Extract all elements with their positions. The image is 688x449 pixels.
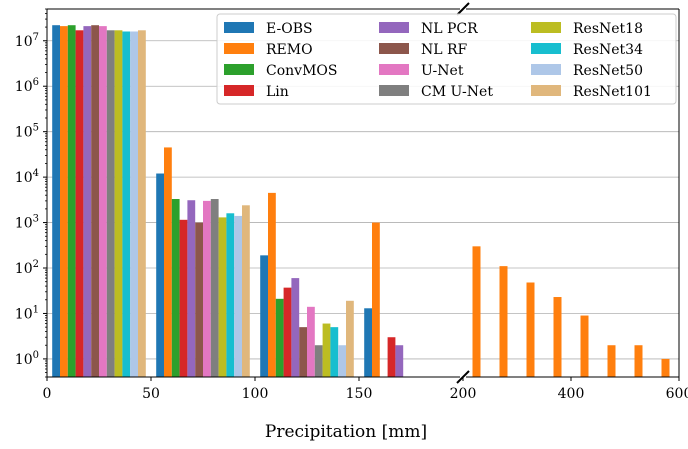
bar-e-obs xyxy=(52,25,60,378)
x-tick-label: 400 xyxy=(558,386,585,402)
bar-u-net xyxy=(307,306,315,377)
bar-remo xyxy=(372,222,380,377)
bar-lin xyxy=(75,30,84,378)
legend: E-OBS REMO ConvMOS Lin NL PCR NL RF U-Net CM U-… xyxy=(216,13,677,105)
bar-nl-rf xyxy=(195,222,203,377)
x-tick-label: 200 xyxy=(450,386,477,402)
bar-resnet34 xyxy=(122,31,131,377)
bar-nl-pcr xyxy=(395,345,404,377)
legend-label: NL PCR xyxy=(421,21,478,37)
legend-label: ResNet34 xyxy=(573,42,643,58)
bar-resnet101 xyxy=(138,30,146,378)
y-tick-label: 106 xyxy=(15,77,39,95)
bar-u-net xyxy=(203,200,211,377)
bar-e-obs xyxy=(364,308,372,377)
bar-resnet18 xyxy=(218,217,227,377)
legend-swatch xyxy=(224,64,254,75)
legend-swatch xyxy=(531,64,561,75)
bar-remo xyxy=(607,345,616,377)
legend-swatch xyxy=(224,85,254,96)
y-tick-label: 102 xyxy=(15,259,39,277)
legend-box xyxy=(216,13,677,105)
bar-remo xyxy=(580,315,589,377)
bar-lin xyxy=(283,287,292,377)
legend-label: NL RF xyxy=(421,42,468,58)
legend-swatch xyxy=(379,85,409,96)
bar-cm-u-net xyxy=(106,30,115,378)
bar-remo xyxy=(164,147,172,377)
bar-convmos xyxy=(171,198,180,377)
bar-e-obs xyxy=(156,173,164,377)
bar-remo xyxy=(553,297,562,377)
bar-resnet34 xyxy=(330,327,339,377)
bar-resnet101 xyxy=(346,300,354,377)
legend-swatch xyxy=(224,43,254,54)
legend-label: ResNet50 xyxy=(573,63,643,79)
legend-swatch xyxy=(379,64,409,75)
bar-resnet50 xyxy=(130,31,138,377)
y-tick-label: 101 xyxy=(15,304,39,322)
bar-remo xyxy=(634,345,643,377)
legend-label: E-OBS xyxy=(266,21,313,37)
bar-remo xyxy=(472,246,481,377)
bar-remo xyxy=(661,358,670,377)
bar-nl-pcr xyxy=(291,278,300,377)
y-tick-label: 105 xyxy=(15,123,39,141)
bar-cm-u-net xyxy=(314,345,323,377)
x-tick-label: 600 xyxy=(666,386,688,402)
x-tick-label: 100 xyxy=(242,386,269,402)
x-tick-label: 50 xyxy=(142,386,160,402)
legend-label: Lin xyxy=(266,84,289,100)
y-tick-label: 103 xyxy=(15,214,39,232)
x-tick-label: 0 xyxy=(43,386,52,402)
bar-convmos xyxy=(67,25,76,378)
y-tick-label: 100 xyxy=(15,350,39,368)
bars-layer xyxy=(52,25,670,378)
bar-resnet50 xyxy=(338,345,346,377)
bar-remo xyxy=(268,192,276,377)
bar-resnet50 xyxy=(234,215,242,377)
axis-break-mark xyxy=(456,2,470,16)
grid-layer xyxy=(47,40,679,360)
bar-e-obs xyxy=(260,255,268,377)
legend-label: ConvMOS xyxy=(266,63,337,79)
bar-remo xyxy=(526,282,535,377)
bar-resnet101 xyxy=(242,205,250,377)
legend-label: ResNet18 xyxy=(573,21,643,37)
legend-label: U-Net xyxy=(421,63,464,79)
x-axis-title: Precipitation [mm] xyxy=(265,422,427,442)
bar-resnet18 xyxy=(114,30,123,378)
bar-u-net xyxy=(99,26,107,377)
bar-lin xyxy=(179,219,188,377)
legend-label: REMO xyxy=(266,42,313,58)
y-tick-label: 107 xyxy=(15,32,39,50)
axes-layer: 0 50 100 150 200 400 600 100 101 102 103 104 105 106 1… xyxy=(15,2,688,402)
legend-swatch xyxy=(379,22,409,33)
legend-swatch xyxy=(531,22,561,33)
legend-label: ResNet101 xyxy=(573,84,652,100)
legend-swatch xyxy=(531,43,561,54)
legend-swatch xyxy=(379,43,409,54)
bar-nl-pcr xyxy=(83,26,92,377)
bar-remo xyxy=(499,266,508,377)
legend-label: CM U-Net xyxy=(421,84,493,100)
bar-nl-pcr xyxy=(187,200,196,377)
bar-nl-rf xyxy=(299,327,307,377)
legend-swatch xyxy=(224,22,254,33)
bar-remo xyxy=(60,26,68,377)
bar-nl-rf xyxy=(91,25,99,378)
y-tick-label: 104 xyxy=(15,168,39,186)
bar-convmos xyxy=(275,298,284,377)
bar-resnet18 xyxy=(322,323,331,377)
bar-lin xyxy=(387,337,396,377)
x-tick-label: 150 xyxy=(346,386,373,402)
bar-cm-u-net xyxy=(210,198,219,377)
legend-swatch xyxy=(531,85,561,96)
bar-resnet34 xyxy=(226,213,235,377)
